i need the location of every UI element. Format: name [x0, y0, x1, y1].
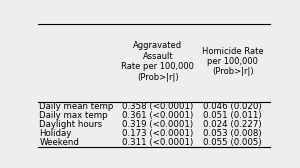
Text: 0.024 (0.227): 0.024 (0.227) — [203, 120, 262, 129]
Text: 0.311 (<0.0001): 0.311 (<0.0001) — [122, 138, 194, 147]
Text: 0.053 (0.008): 0.053 (0.008) — [203, 129, 262, 138]
Text: Daily mean temp: Daily mean temp — [39, 102, 114, 111]
Text: Weekend: Weekend — [39, 138, 79, 147]
Text: 0.051 (0.011): 0.051 (0.011) — [203, 111, 262, 120]
Text: Holiday: Holiday — [39, 129, 72, 138]
Text: 0.358 (<0.0001): 0.358 (<0.0001) — [122, 102, 194, 111]
Text: 0.361 (<0.0001): 0.361 (<0.0001) — [122, 111, 194, 120]
Text: Aggravated
Assault
Rate per 100,000
(Prob>|r|): Aggravated Assault Rate per 100,000 (Pro… — [122, 41, 194, 82]
Text: 0.046 (0.020): 0.046 (0.020) — [203, 102, 262, 111]
Text: Daylight hours: Daylight hours — [39, 120, 103, 129]
Text: 0.319 (<0.0001): 0.319 (<0.0001) — [122, 120, 194, 129]
Text: 0.173 (<0.0001): 0.173 (<0.0001) — [122, 129, 194, 138]
Text: Daily max temp: Daily max temp — [39, 111, 108, 120]
Text: Homicide Rate
per 100,000
(Prob>|r|): Homicide Rate per 100,000 (Prob>|r|) — [202, 47, 264, 76]
Text: 0.055 (0.005): 0.055 (0.005) — [203, 138, 262, 147]
